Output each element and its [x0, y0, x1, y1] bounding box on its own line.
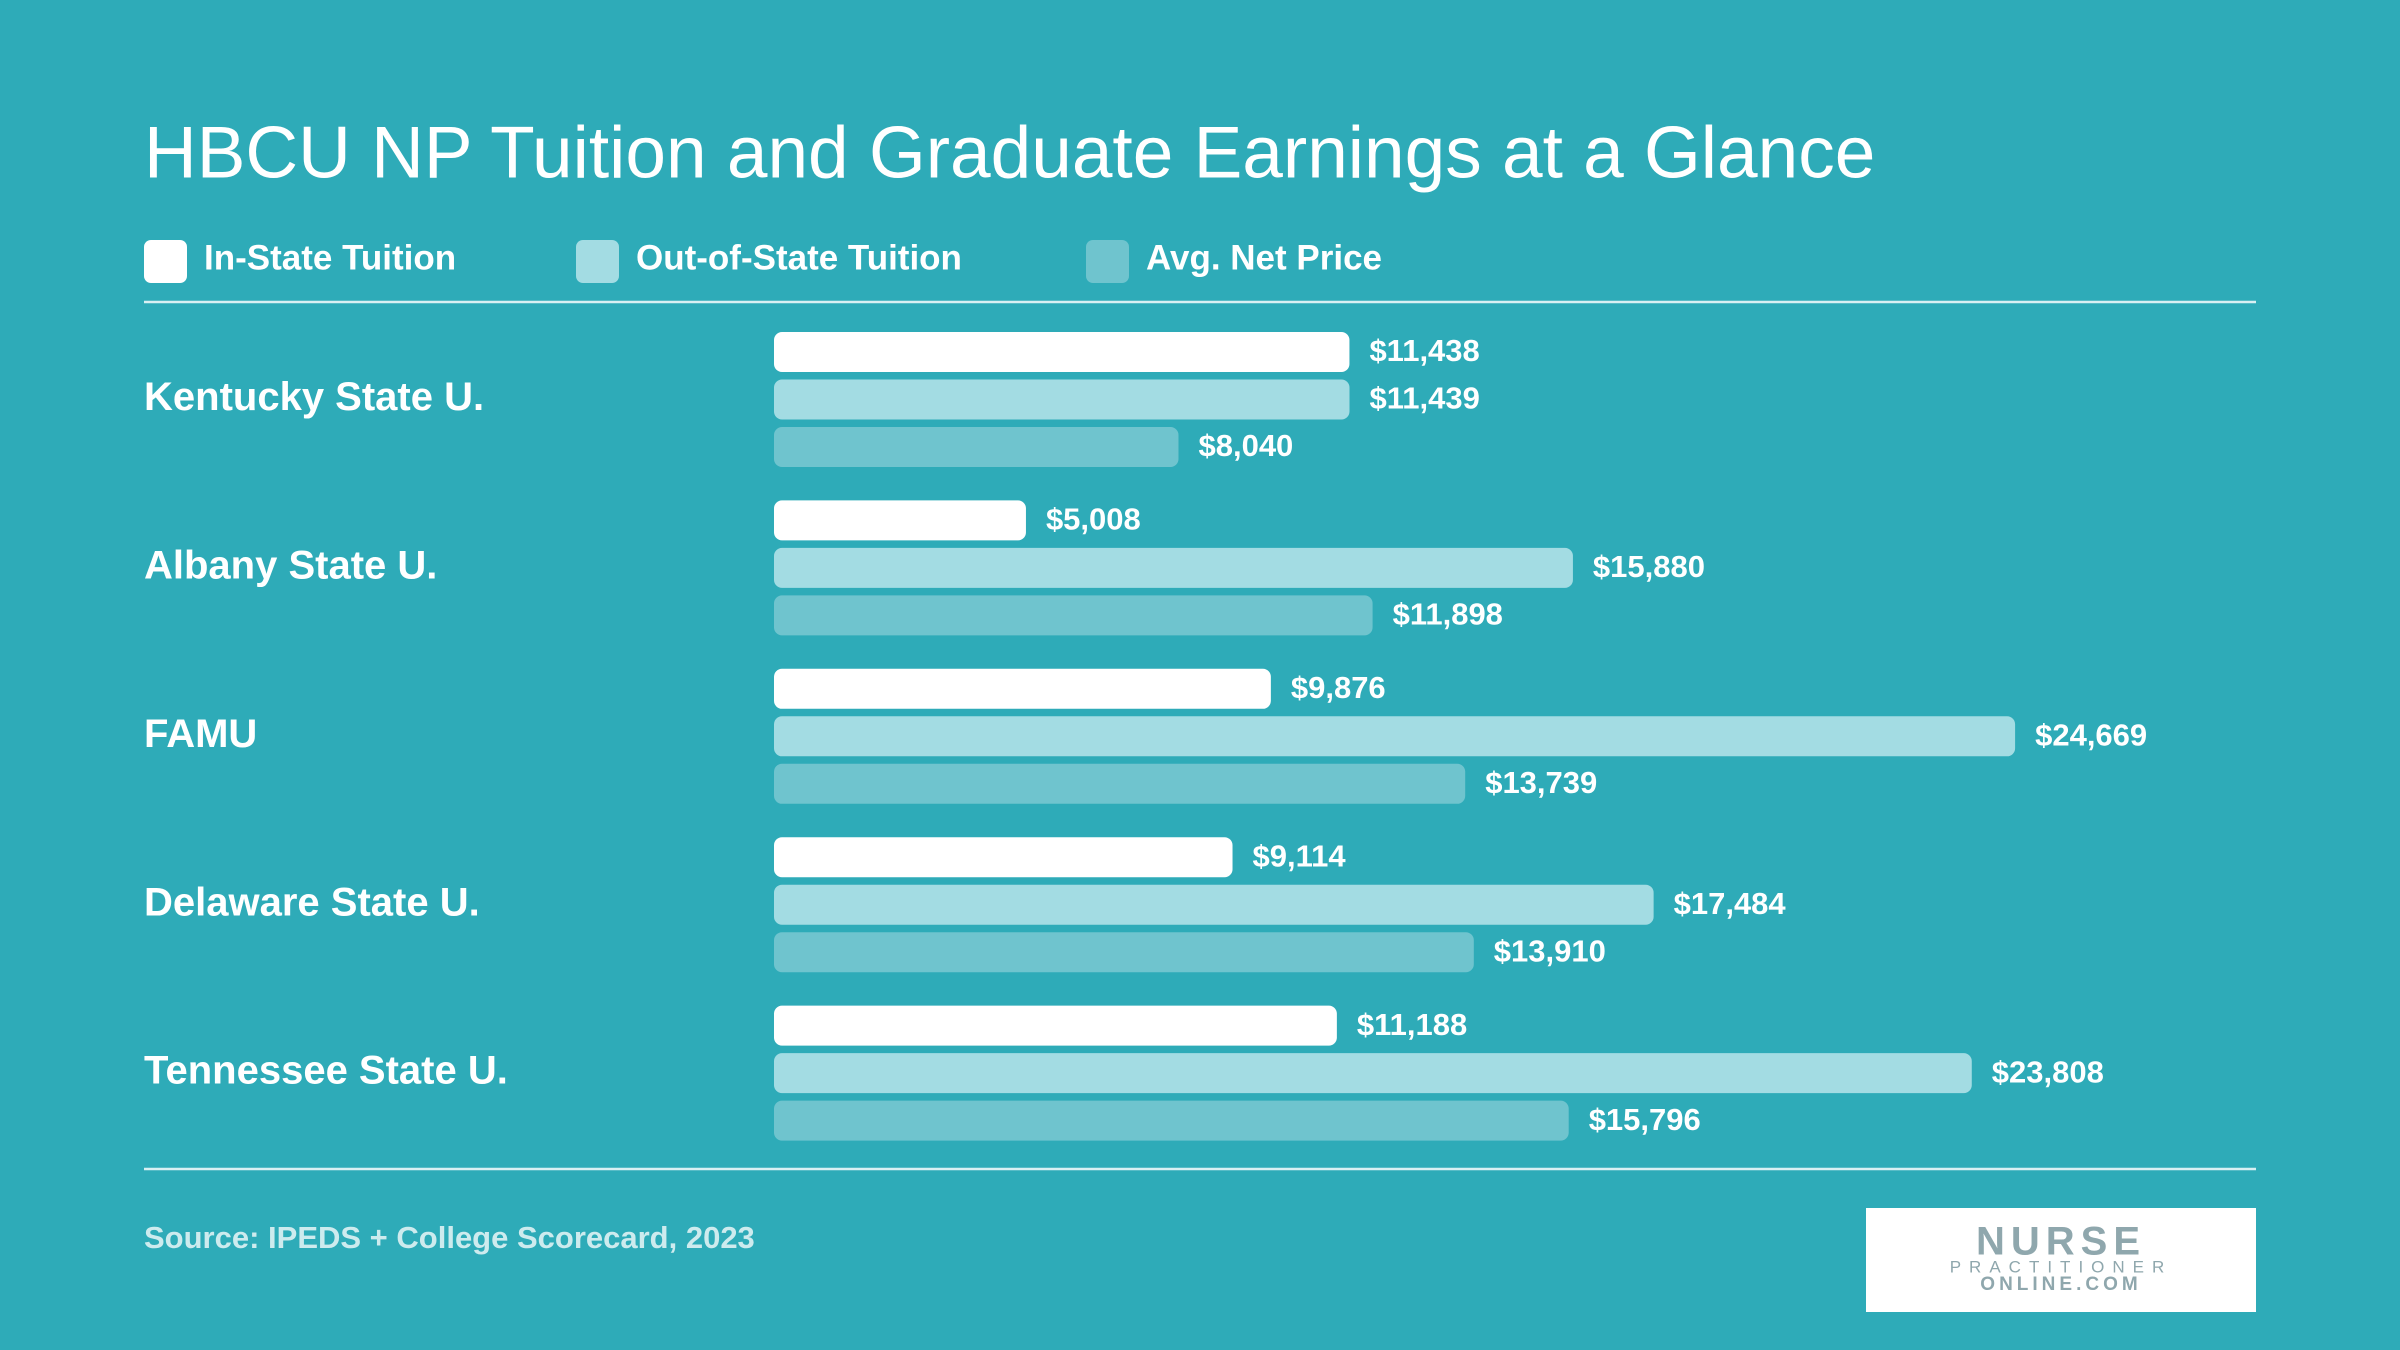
bar: [774, 837, 1233, 878]
data-label: $24,669: [2035, 717, 2147, 752]
data-label: $11,439: [1369, 381, 1479, 416]
logo-box: [1866, 1208, 2256, 1312]
bar: [774, 1053, 1972, 1094]
legend-label: Out-of-State Tuition: [636, 238, 962, 277]
category-label: Delaware State U.: [144, 880, 480, 924]
data-label: $15,880: [1593, 549, 1705, 584]
category-label: FAMU: [144, 712, 257, 756]
category-label: Kentucky State U.: [144, 375, 484, 419]
data-label: $8,040: [1198, 428, 1293, 463]
bar: [774, 884, 1654, 925]
category-label: Albany State U.: [144, 543, 437, 587]
data-label: $11,438: [1369, 333, 1479, 368]
bar: [774, 332, 1350, 372]
bar: [774, 500, 1026, 541]
data-label: $23,808: [1992, 1054, 2104, 1089]
data-label: $9,114: [1253, 838, 1347, 873]
logo-text: PRACTITIONER: [1950, 1257, 2173, 1276]
legend-swatch: [576, 240, 619, 283]
logo-text: ONLINE.COM: [1980, 1274, 2141, 1295]
legend-swatch: [1086, 240, 1129, 283]
data-label: $9,876: [1291, 670, 1386, 705]
bar: [774, 763, 1466, 804]
data-label: $15,796: [1589, 1102, 1701, 1137]
legend-swatch: [144, 240, 187, 283]
data-label: $13,910: [1494, 933, 1606, 968]
bar: [774, 547, 1573, 588]
bar: [774, 379, 1350, 420]
bar: [774, 716, 2016, 757]
legend-label: In-State Tuition: [204, 238, 456, 277]
bar: [774, 1005, 1337, 1046]
bar: [774, 668, 1271, 709]
data-label: $11,188: [1357, 1007, 1467, 1042]
bar: [774, 427, 1179, 467]
category-label: Tennessee State U.: [144, 1049, 508, 1093]
bar: [774, 932, 1474, 973]
legend-label: Avg. Net Price: [1146, 238, 1382, 277]
chart-title: HBCU NP Tuition and Graduate Earnings at…: [144, 112, 1875, 193]
data-label: $13,739: [1485, 765, 1597, 800]
data-label: $17,484: [1674, 886, 1787, 921]
logo-text: NURSE: [1976, 1220, 2146, 1264]
source-note: Source: IPEDS + College Scorecard, 2023: [144, 1220, 755, 1255]
data-label: $5,008: [1046, 502, 1141, 537]
bar: [774, 1100, 1569, 1141]
data-label: $11,898: [1393, 597, 1503, 632]
bar: [774, 595, 1373, 636]
